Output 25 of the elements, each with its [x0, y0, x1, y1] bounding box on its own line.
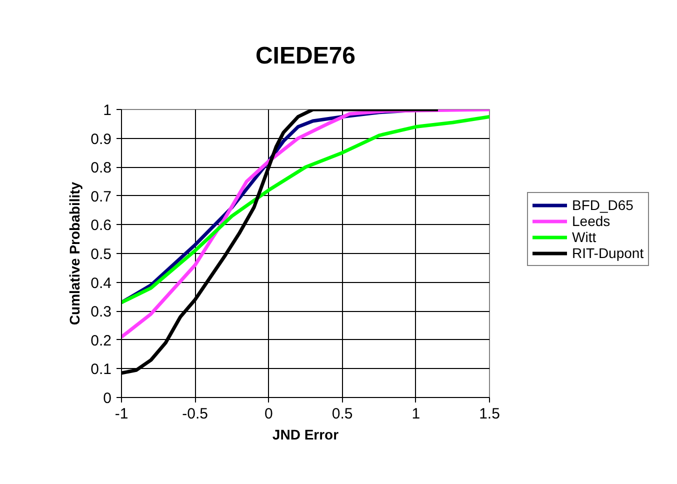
x-tick-label: 1.5 — [479, 406, 500, 422]
chart-title: CIEDE76 — [255, 42, 356, 70]
x-tick-label: -1 — [114, 406, 128, 422]
line-series — [122, 114, 490, 304]
y-tick-label: 0.2 — [90, 332, 112, 350]
y-tick-label: 0.8 — [90, 160, 112, 177]
x-axis-title: JND Error — [272, 426, 340, 442]
y-axis-title: Cumlative Probability — [66, 182, 83, 326]
legend-label: Leeds — [572, 213, 610, 229]
x-tick-label: -0.5 — [182, 406, 208, 422]
y-tick-label: 0.1 — [90, 361, 112, 378]
y-tick-label: 0.3 — [90, 304, 112, 321]
y-tick-label: 0.4 — [90, 274, 112, 292]
x-tick-label: 0.5 — [332, 406, 353, 422]
x-tick-label: 1 — [412, 406, 420, 422]
y-tick-label: 0.6 — [90, 217, 112, 234]
legend-label: Witt — [572, 229, 596, 245]
y-tick-label: 1 — [103, 102, 112, 119]
y-tick-label: 0 — [103, 390, 112, 407]
legend-label: BFD_D65 — [572, 197, 634, 213]
legend-label: RIT-Dupont — [572, 245, 644, 261]
y-tick-label: 0.9 — [90, 130, 112, 148]
y-tick-label: 0.5 — [90, 246, 112, 263]
y-tick-label: 0.7 — [90, 188, 112, 206]
x-tick-label: 0 — [264, 406, 273, 422]
